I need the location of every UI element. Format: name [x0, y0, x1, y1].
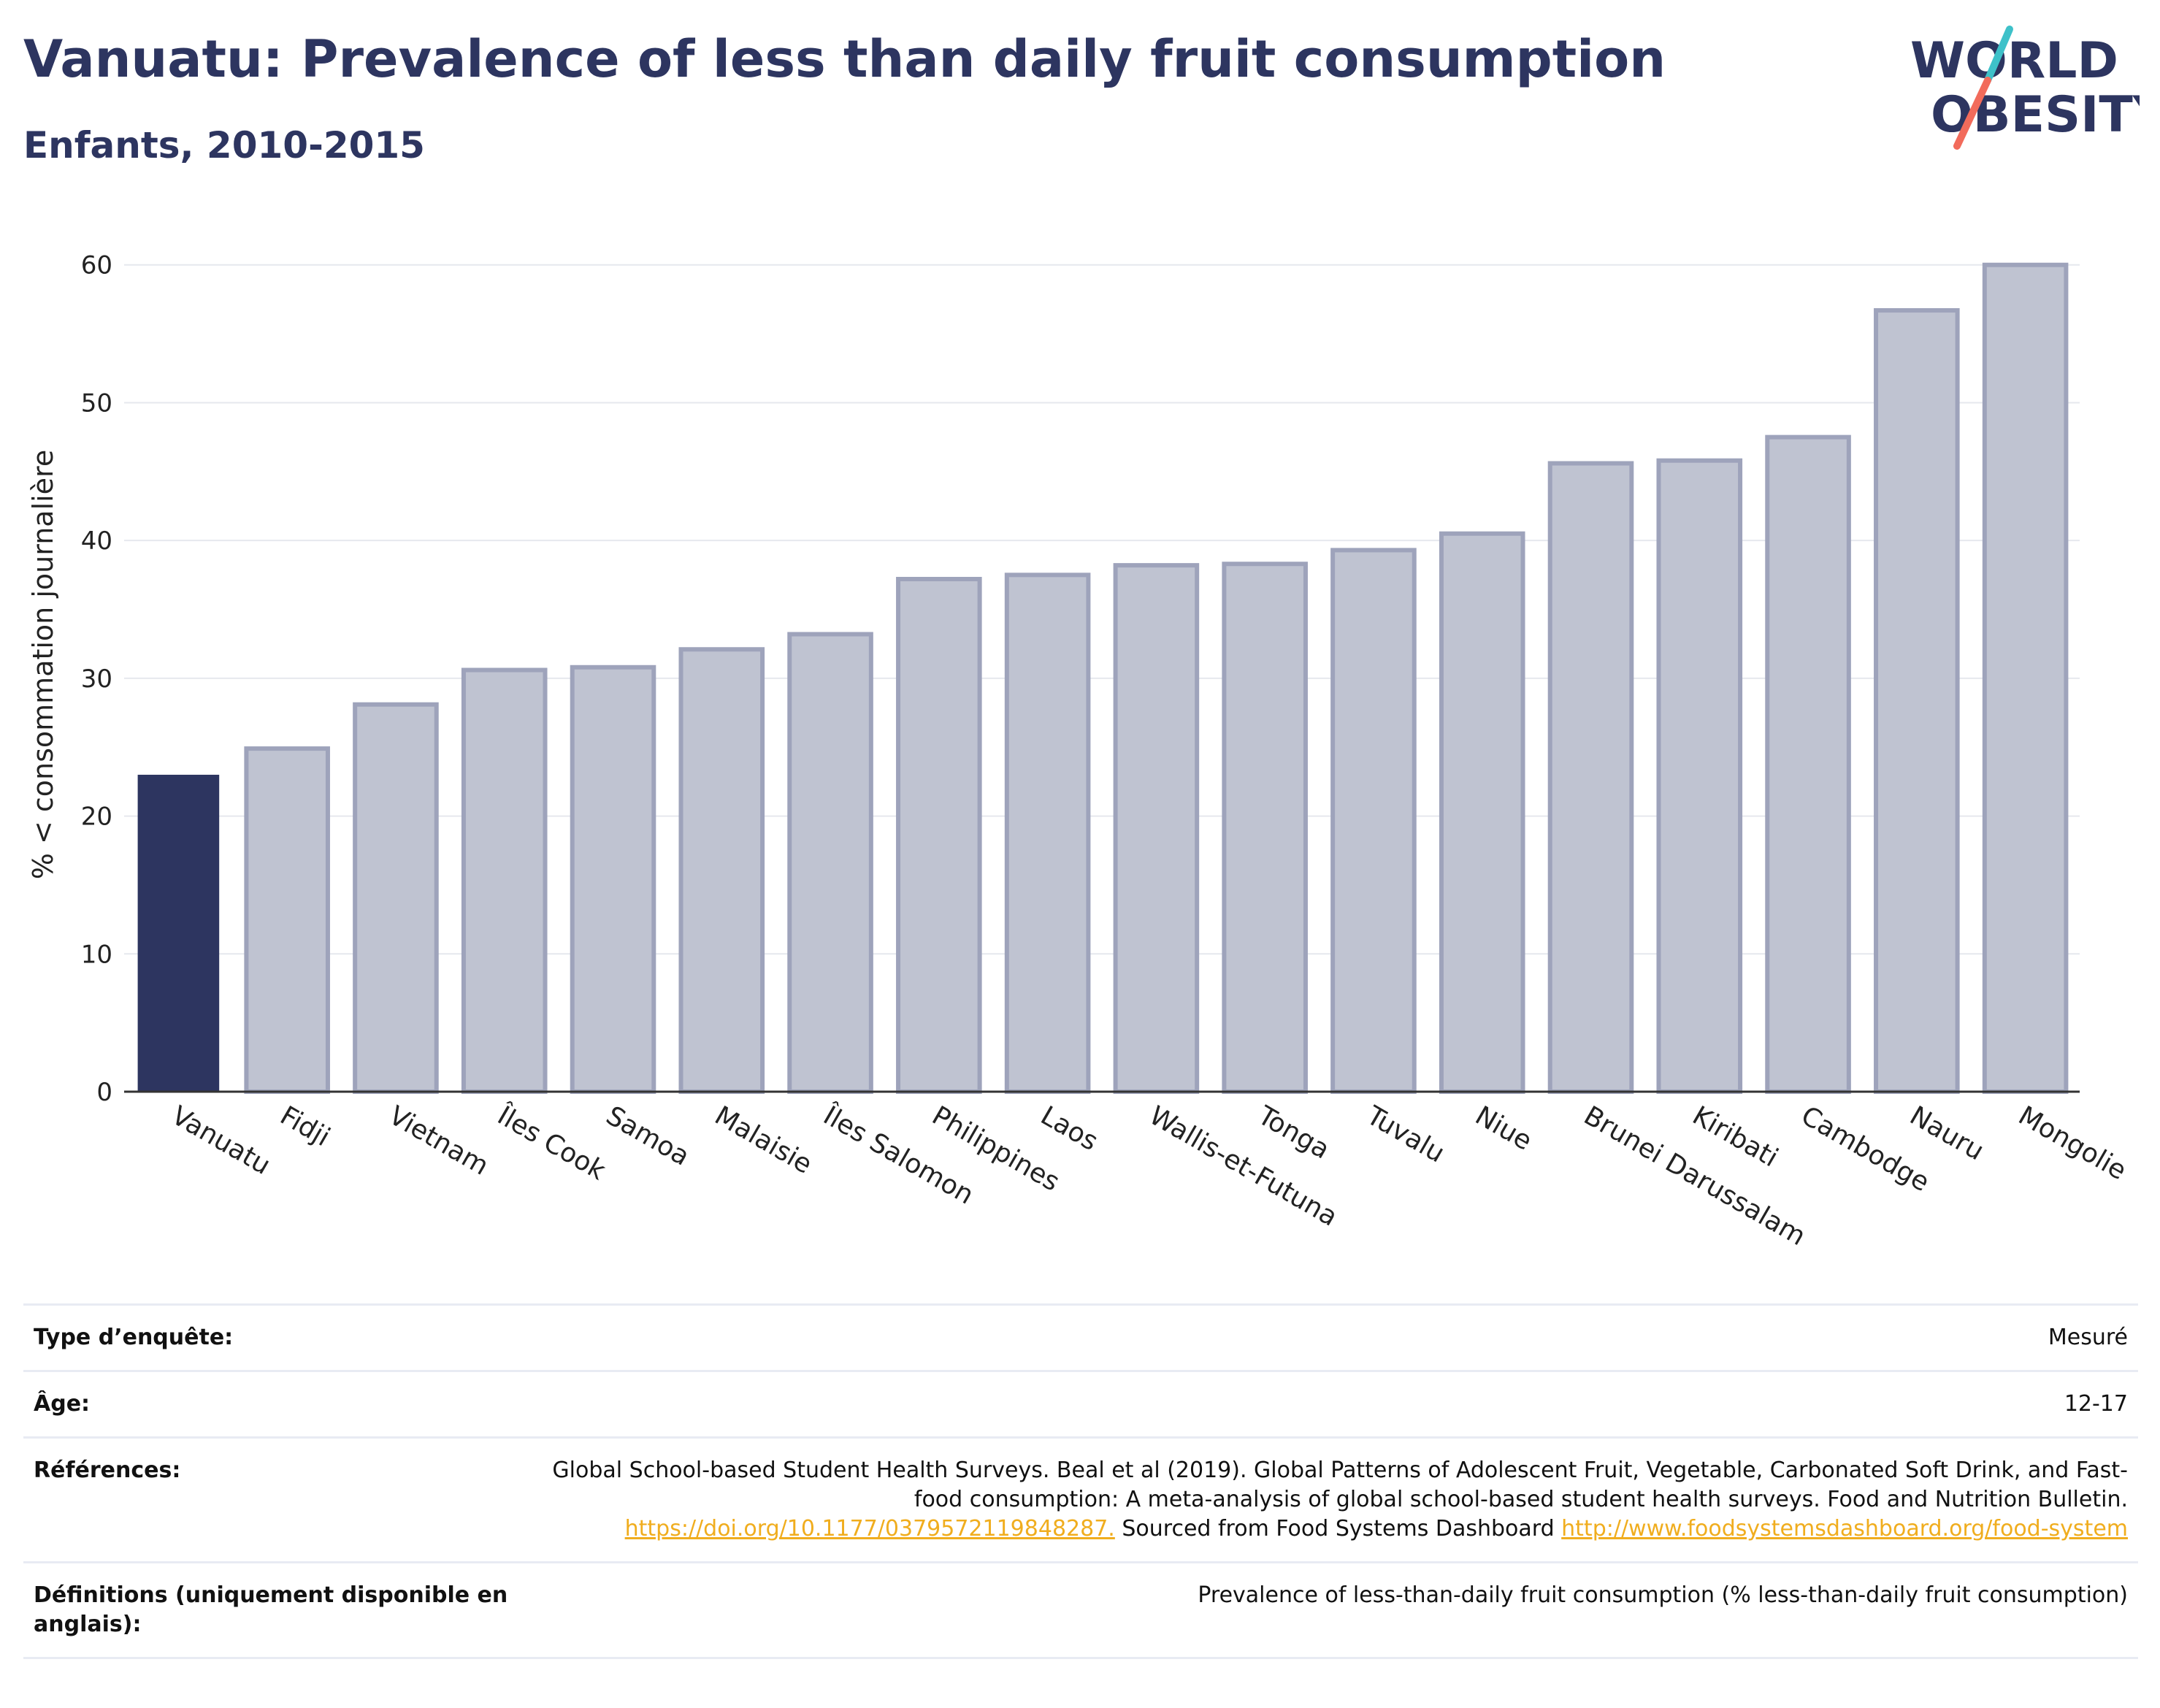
bar [1765, 434, 1851, 1094]
bar [244, 746, 330, 1094]
x-tick-label: Vietnam [383, 1100, 493, 1182]
y-tick-label: 20 [81, 803, 112, 832]
bar-chart: 0 10 20 30 40 50 60 % < consommation journalièr… [27, 251, 2132, 1252]
info-row-age: Âge: 12-17 [23, 1370, 2138, 1436]
bar [787, 632, 873, 1094]
age-value: 12-17 [2064, 1391, 2128, 1417]
age-label: Âge: [34, 1391, 91, 1417]
definitions-label: Définitions (uniquement disponible en an… [34, 1582, 508, 1637]
bar [1113, 563, 1200, 1094]
bar [1982, 262, 2069, 1094]
page-title: Vanuatu: Prevalence of less than daily f… [23, 29, 1666, 89]
y-tick-label: 0 [96, 1078, 112, 1107]
x-tick-label: Nauru [1904, 1100, 1988, 1166]
survey-type-value: Mesuré [2048, 1325, 2128, 1350]
world-obesity-logo: WORLD OBESITY [1910, 26, 2140, 150]
x-tick-label: Vanuatu [166, 1100, 275, 1181]
bar [1874, 308, 1960, 1095]
page-subtitle: Enfants, 2010-2015 [23, 124, 425, 166]
x-tick-label: Samoa [601, 1100, 694, 1172]
logo-slash-teal [1984, 26, 2013, 84]
x-tick-label: Tonga [1252, 1100, 1335, 1165]
bar [1439, 531, 1525, 1094]
info-row-survey-type: Type d’enquête: Mesuré [23, 1303, 2138, 1370]
x-tick-label: Laos [1035, 1100, 1103, 1157]
y-tick-label: 60 [81, 251, 112, 280]
y-tick-label: 40 [81, 526, 112, 556]
references-doi-link[interactable]: https://doi.org/10.1177/0379572119848287… [624, 1516, 1115, 1542]
bar [896, 577, 982, 1094]
y-tick-label: 50 [81, 388, 112, 418]
bar [353, 702, 439, 1094]
x-tick-label: Malaisie [710, 1100, 817, 1180]
references-text-2: Sourced from Food Systems Dashboard [1114, 1516, 1562, 1542]
bar [137, 774, 220, 1092]
info-row-definitions: Définitions (uniquement disponible en an… [23, 1561, 2138, 1659]
references-label: Références: [34, 1458, 181, 1483]
bar [1656, 458, 1743, 1095]
info-table: Type d’enquête: Mesuré Âge: 12-17 Référe… [23, 1303, 2138, 1659]
logo-word-world: WORLD [1910, 32, 2118, 90]
bar [570, 665, 656, 1094]
definitions-value: Prevalence of less-than-daily fruit cons… [1198, 1582, 2128, 1608]
bar [1330, 548, 1417, 1094]
bar [461, 667, 548, 1094]
bar [1222, 562, 1308, 1094]
info-row-references: Références: Global School-based Student … [23, 1436, 2138, 1561]
y-tick-label: 10 [81, 940, 112, 969]
references-value: Global School-based Student Health Surve… [545, 1456, 2128, 1544]
x-tick-label: Tuvalu [1361, 1100, 1449, 1169]
survey-type-label: Type d’enquête: [34, 1325, 234, 1350]
x-tick-label: Îles Cook [491, 1100, 610, 1186]
bar [678, 647, 765, 1094]
references-dashboard-link[interactable]: http://www.foodsystemsdashboard.org/food… [1561, 1516, 2128, 1542]
x-tick-label: Fidji [275, 1100, 335, 1152]
x-tick-label: Niue [1470, 1100, 1536, 1156]
x-tick-label: Mongolie [2013, 1100, 2132, 1186]
logo-slash-coral [1953, 77, 1991, 150]
y-tick-label: 30 [81, 665, 112, 694]
bar [1004, 572, 1091, 1095]
x-tick-label: Wallis-et-Futuna [1144, 1100, 1342, 1232]
y-axis-label: % < consommation journalière [27, 450, 59, 879]
bar [1547, 461, 1634, 1094]
references-text-1: Global School-based Student Health Surve… [552, 1458, 2128, 1512]
